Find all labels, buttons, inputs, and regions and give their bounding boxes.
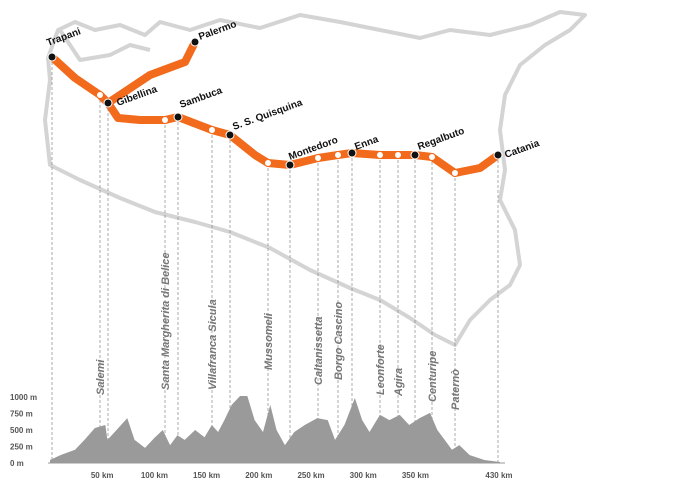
town-dot <box>334 151 342 159</box>
y-tick-label: 750 m <box>10 410 33 419</box>
elevation-area <box>50 396 500 463</box>
town-label: Centuripe <box>427 351 439 402</box>
town-label: Villafranca Sicula <box>207 299 219 390</box>
town-label: Mussomeli <box>263 312 275 370</box>
x-tick-label: 50 km <box>91 471 114 480</box>
town-label: Salemi <box>95 359 107 395</box>
town-dot <box>376 151 384 159</box>
y-tick-label: 1000 m <box>10 393 37 402</box>
stop-dot <box>410 150 420 160</box>
town-dot <box>394 151 402 159</box>
town-dot <box>451 169 459 177</box>
y-tick-label: 250 m <box>10 443 33 452</box>
stop-dot <box>190 37 200 47</box>
x-tick-label: 350 km <box>402 471 429 480</box>
town-label: Paternò <box>450 369 462 410</box>
x-tick-label: 200 km <box>245 471 272 480</box>
stop-dot <box>347 148 357 158</box>
guide-lines <box>51 57 499 463</box>
stop-dot <box>225 130 235 140</box>
x-tick-label: 250 km <box>297 471 324 480</box>
town-label: Borgo Cascino <box>333 301 345 380</box>
island-outline <box>43 10 587 347</box>
stop-dot <box>173 112 183 122</box>
town-label: Leonforte <box>375 344 387 395</box>
elevation-profile: 1000 m 750 m 500 m 250 m 0 m 50 km 100 km 150 k… <box>10 393 513 480</box>
town-dot <box>314 154 322 162</box>
y-tick-label: 500 m <box>10 426 33 435</box>
town-dot <box>161 116 169 124</box>
stop-label: Trapani <box>45 26 82 49</box>
town-dot <box>96 91 104 99</box>
town-label: Caltanissetta <box>313 317 325 385</box>
town-dot <box>428 153 436 161</box>
stop-dot <box>47 52 57 62</box>
stop-dot <box>103 98 113 108</box>
x-tick-label: 100 km <box>141 471 168 480</box>
stop-dot <box>285 160 295 170</box>
town-label: Santa Margherita di Belice <box>160 252 172 390</box>
town-dot <box>264 159 272 167</box>
x-tick-label: 300 km <box>350 471 377 480</box>
stop-dot <box>493 150 503 160</box>
stop-label: Sambuca <box>178 85 224 111</box>
x-tick-label: 150 km <box>193 471 220 480</box>
x-tick-label: 430 km <box>485 471 512 480</box>
stop-label: Regalbuto <box>416 126 466 153</box>
y-tick-label: 0 m <box>10 459 24 468</box>
town-label: Agira <box>393 368 405 397</box>
stop-label: Enna <box>353 134 380 153</box>
stop-label: S. S. Quisquina <box>231 97 304 133</box>
town-dot <box>208 126 216 134</box>
stop-label: Catania <box>503 138 541 161</box>
